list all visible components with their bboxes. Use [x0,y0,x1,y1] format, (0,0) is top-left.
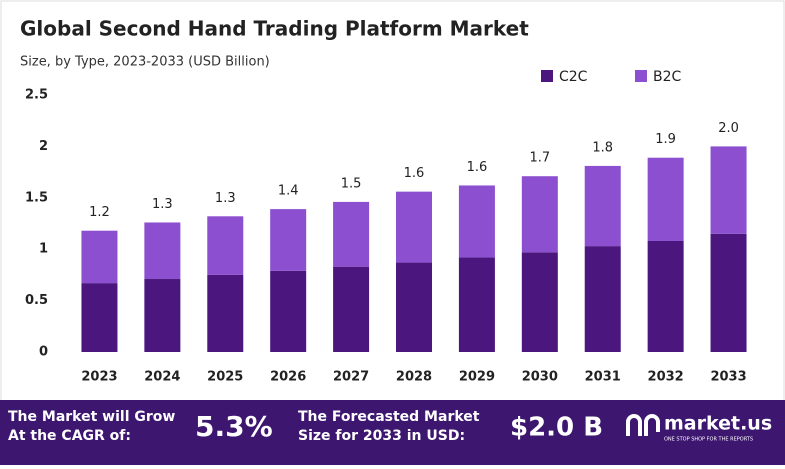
legend-label: B2C [653,69,682,85]
forecast-text: The Forecasted Market Size for 2033 in U… [298,409,480,444]
bar-segment [207,274,244,352]
x-tick-label: 2028 [396,370,432,385]
x-tick-label: 2033 [710,370,746,385]
cagr-value: 5.3% [195,410,273,443]
total-label: 1.4 [278,184,299,199]
y-tick-label: 0.5 [25,293,48,308]
chart-title: Global Second Hand Trading Platform Mark… [20,17,529,41]
x-tick-label: 2026 [270,370,306,385]
bar-segment [207,216,244,275]
x-tick-label: 2032 [648,370,684,385]
bar-segment [270,209,307,271]
bar-segment [521,176,558,253]
y-tick-label: 1.5 [25,190,48,205]
legend-swatch [541,70,553,82]
bar-segment [521,252,558,352]
total-label: 1.3 [215,191,236,206]
x-tick-label: 2027 [333,370,369,385]
bar-segment [458,185,495,258]
bar-segment [144,222,181,280]
x-tick-label: 2031 [585,370,621,385]
x-tick-label: 2025 [207,370,243,385]
bar-segment [584,165,621,247]
y-tick-label: 2 [39,139,48,154]
total-label: 1.6 [404,166,425,181]
bar-segment [458,257,495,352]
tagline: ONE STOP SHOP FOR THE REPORTS [664,437,753,443]
bar-segment [333,201,370,267]
y-tick-label: 0 [39,345,48,360]
total-label: 1.2 [89,205,110,220]
bar-segment [584,246,621,352]
x-tick-label: 2029 [459,370,495,385]
total-label: 2.0 [718,121,739,136]
logo-icon [626,414,660,436]
bar-segment [396,191,432,263]
cagr-text: The Market will Grow At the CAGR of: [8,409,176,444]
bar-segment [647,240,684,352]
total-label: 1.7 [529,151,550,166]
legend-swatch [635,70,647,82]
bar-segment [710,233,747,352]
bar-segment [270,270,307,352]
bar-segment [396,262,432,352]
logo: market.us [664,413,772,435]
total-label: 1.9 [655,132,676,147]
footer-cagr: The Market will Grow At the CAGR of: [8,409,176,444]
y-tick-label: 2.5 [25,88,48,103]
bar-segment [333,266,370,352]
chart-subtitle: Size, by Type, 2023-2033 (USD Billion) [20,55,270,70]
x-tick-label: 2030 [522,370,558,385]
x-tick-label: 2024 [144,370,180,385]
bar-segment [710,146,747,234]
total-label: 1.6 [467,160,488,175]
x-tick-label: 2023 [81,370,117,385]
total-label: 1.5 [341,176,362,191]
footer-forecast: The Forecasted Market Size for 2033 in U… [298,409,480,444]
forecast-value: $2.0 B [510,413,603,443]
y-tick-label: 1 [39,242,48,257]
bar-segment [81,283,118,352]
legend-label: C2C [559,69,588,85]
bar-segment [647,157,684,241]
footer-band [0,400,785,465]
total-label: 1.8 [592,140,613,155]
bar-segment [81,230,118,284]
bar-segment [144,279,181,352]
total-label: 1.3 [152,197,173,212]
